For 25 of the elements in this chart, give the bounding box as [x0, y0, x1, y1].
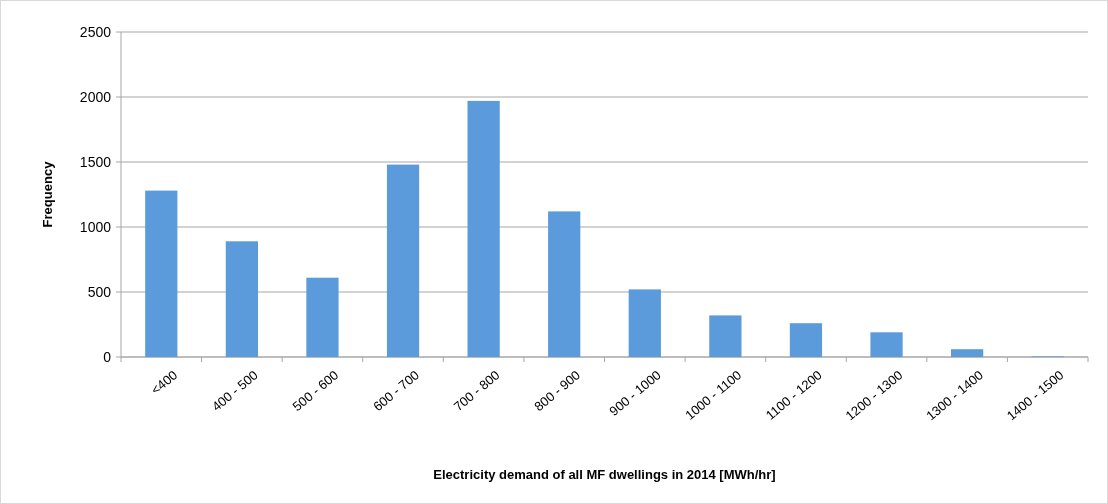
y-tick-label: 0	[103, 348, 112, 365]
bar	[145, 190, 178, 357]
x-axis-title: Electricity demand of all MF dwellings in 2014 [MWh/hr]	[433, 467, 776, 482]
x-tick-label: <400	[148, 367, 181, 398]
bar	[467, 100, 500, 357]
bar	[709, 315, 742, 357]
y-tick-label: 1500	[79, 153, 112, 170]
x-tick-label: 700 - 800	[450, 367, 503, 415]
x-tick-label: 600 - 700	[370, 367, 422, 415]
y-tick-label: 500	[87, 283, 112, 300]
y-tick-label: 2500	[79, 23, 112, 40]
bar	[870, 332, 903, 357]
bar	[225, 241, 258, 357]
x-tick-label: 400 - 500	[209, 367, 261, 415]
bar	[306, 277, 339, 357]
bar	[386, 164, 420, 357]
x-tick-label: 500 - 600	[289, 367, 342, 415]
bar	[789, 323, 823, 357]
x-tick-label: 800 - 900	[531, 367, 584, 415]
y-tick-label: 2000	[79, 88, 112, 105]
y-axis-title: Frequency	[40, 160, 55, 228]
bar	[628, 289, 661, 357]
y-tick-label: 1000	[79, 218, 112, 235]
bar	[548, 211, 581, 357]
bar	[951, 349, 984, 357]
